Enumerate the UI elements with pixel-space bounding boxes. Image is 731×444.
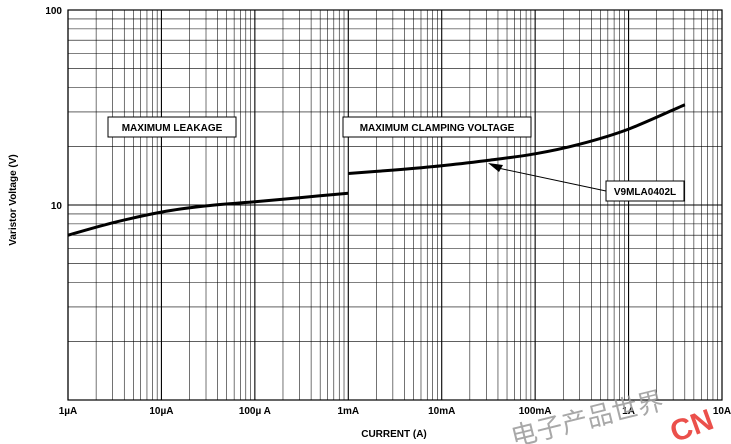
leakage-curve [67, 191, 349, 237]
x-tick-label: 1µA [59, 406, 78, 417]
grid [67, 10, 722, 401]
clamping-label-box [342, 116, 532, 138]
y-axis-title: Varistor Voltage (V) [8, 154, 19, 246]
watermark-cn: CN [666, 403, 718, 444]
clamping-label: MAXIMUM CLAMPING VOLTAGE [360, 123, 515, 134]
series-layer [67, 103, 686, 237]
x-tick-labels: 1µA 10µA 100µ A 1mA 10mA 100mA 1A 10A [59, 406, 731, 417]
x-tick-label: 10µA [149, 406, 173, 417]
plot-frame [67, 9, 723, 401]
y-tick-label: 100 [45, 6, 62, 17]
callout-arrow-head [488, 163, 503, 172]
x-tick-label: 10A [713, 406, 731, 417]
x-tick-label: 1A [622, 406, 635, 417]
leakage-label-box [107, 116, 237, 138]
watermark-logo: 电子产品世界 CN [508, 386, 718, 444]
x-tick-label: 100µ A [239, 406, 271, 417]
part-number-label-box [605, 180, 685, 202]
x-tick-label: 1mA [337, 406, 359, 417]
leakage-label: MAXIMUM LEAKAGE [122, 123, 223, 134]
x-axis-title: CURRENT (A) [361, 429, 427, 440]
x-tick-label: 100mA [519, 406, 552, 417]
clamping-curve [348, 103, 686, 175]
y-tick-labels: 10 100 [45, 6, 62, 212]
y-tick-label: 10 [51, 201, 63, 212]
part-number-label: V9MLA0402L [614, 187, 676, 198]
callout-arrow-line [497, 167, 607, 192]
x-tick-label: 10mA [428, 406, 455, 417]
annotation-layer: MAXIMUM LEAKAGE MAXIMUM CLAMPING VOLTAGE V… [107, 116, 685, 202]
